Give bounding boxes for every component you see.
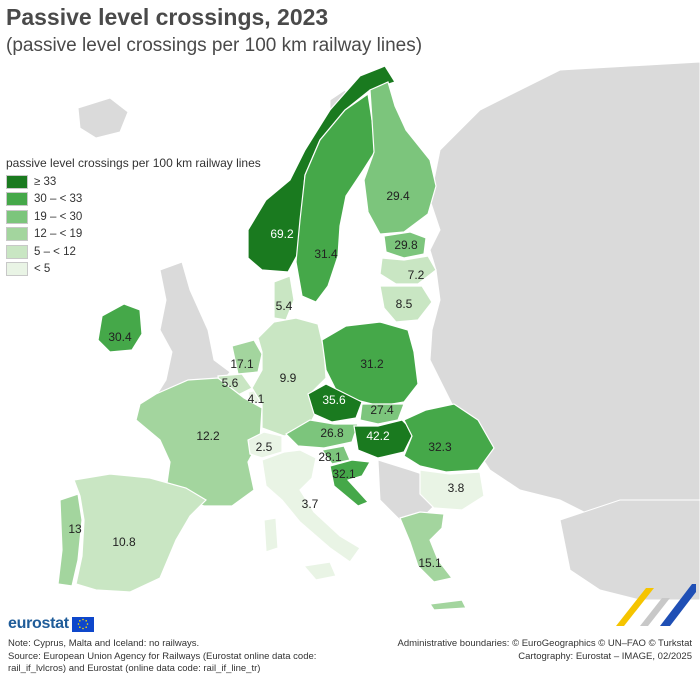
value-label-finland: 29.4 xyxy=(386,189,410,203)
footer-note: Note: Cyprus, Malta and Iceland: no rail… xyxy=(8,638,200,649)
map-title: Passive level crossings, 2023 xyxy=(6,4,329,30)
value-label-germany: 9.9 xyxy=(280,371,297,385)
legend-label: 5 – < 12 xyxy=(34,245,76,258)
value-label-romania: 32.3 xyxy=(428,440,452,454)
value-label-denmark: 5.4 xyxy=(276,299,293,313)
region-sardinia xyxy=(263,517,279,553)
value-label-ireland: 30.4 xyxy=(108,330,132,344)
value-label-sweden: 31.4 xyxy=(314,247,338,261)
region-ireland xyxy=(97,303,143,353)
value-label-lithuania: 8.5 xyxy=(396,297,413,311)
legend-swatch xyxy=(6,262,28,277)
value-label-slovakia: 27.4 xyxy=(370,403,394,417)
legend-swatch xyxy=(6,227,28,242)
map-legend: passive level crossings per 100 km railw… xyxy=(6,156,261,278)
legend-swatch xyxy=(6,209,28,224)
legend-label: < 5 xyxy=(34,263,51,276)
region-poland xyxy=(321,321,419,407)
value-label-portugal: 13 xyxy=(68,522,82,536)
region-sweden xyxy=(295,92,377,303)
region-portugal xyxy=(57,493,83,587)
value-label-slovenia: 28.1 xyxy=(318,450,342,464)
value-label-switzerland: 2.5 xyxy=(256,440,273,454)
europe-choropleth-map: 69.2 31.4 29.4 29.8 7.2 8.5 5.4 30.4 17.1 5.6 4.1 9… xyxy=(0,62,700,642)
eurostat-logo: eurostat xyxy=(8,615,94,633)
footer-source: Source: European Union Agency for Railwa… xyxy=(8,650,317,675)
value-label-italy: 3.7 xyxy=(302,497,319,511)
region-france xyxy=(135,377,263,507)
legend-row: 5 – < 12 xyxy=(6,243,261,261)
legend-label: 30 – < 33 xyxy=(34,193,83,206)
eu-countries xyxy=(57,65,495,611)
value-label-luxembourg: 4.1 xyxy=(248,392,265,406)
region-estonia xyxy=(383,231,427,259)
region-latvia xyxy=(379,255,437,285)
region-switzerland xyxy=(247,431,283,459)
eu-flag-icon xyxy=(71,616,94,632)
map-value-labels: 69.2 31.4 29.4 29.8 7.2 8.5 5.4 30.4 17.1 5.6 4.1 9… xyxy=(68,189,464,570)
value-label-austria: 26.8 xyxy=(320,426,344,440)
logo-text: eurostat xyxy=(8,615,69,632)
legend-label: ≥ 33 xyxy=(34,175,57,188)
region-greece xyxy=(399,511,454,583)
region-netherlands xyxy=(231,339,263,375)
legend-row: < 5 xyxy=(6,261,261,279)
region-bulgaria xyxy=(419,469,485,511)
region-lithuania xyxy=(379,285,433,323)
legend-label: 12 – < 19 xyxy=(34,228,83,241)
value-label-netherlands: 17.1 xyxy=(230,357,254,371)
region-norway xyxy=(247,65,396,273)
region-romania xyxy=(403,403,495,473)
legend-swatch xyxy=(6,192,28,207)
region-italy xyxy=(261,449,361,563)
footer-credits: Administrative boundaries: © EuroGeograp… xyxy=(397,638,692,663)
legend-row: ≥ 33 xyxy=(6,173,261,191)
value-label-poland: 31.2 xyxy=(360,357,384,371)
legend-swatch xyxy=(6,244,28,259)
legend-title: passive level crossings per 100 km railw… xyxy=(6,156,261,170)
region-denmark xyxy=(273,275,295,321)
value-label-croatia: 32.1 xyxy=(332,467,356,481)
eurostat-brand-mark-icon xyxy=(616,584,696,626)
legend-row: 30 – < 33 xyxy=(6,191,261,209)
legend-row: 19 – < 30 xyxy=(6,208,261,226)
value-label-estonia: 29.8 xyxy=(394,238,418,252)
value-label-hungary: 42.2 xyxy=(366,429,390,443)
legend-swatch xyxy=(6,174,28,189)
region-sicily xyxy=(302,561,337,581)
value-label-belgium: 5.6 xyxy=(222,376,239,390)
value-label-norway: 69.2 xyxy=(270,227,294,241)
region-czechia xyxy=(307,383,363,423)
map-subtitle: (passive level crossings per 100 km rail… xyxy=(6,35,423,56)
value-label-spain: 10.8 xyxy=(112,535,136,549)
region-croatia xyxy=(329,459,371,507)
footer-notes: Note: Cyprus, Malta and Iceland: no rail… xyxy=(8,638,338,676)
value-label-bulgaria: 3.8 xyxy=(448,481,465,495)
region-finland xyxy=(363,81,437,235)
legend-label: 19 – < 30 xyxy=(34,210,83,223)
value-label-france: 12.2 xyxy=(196,429,220,443)
legend-row: 12 – < 19 xyxy=(6,226,261,244)
value-label-czechia: 35.6 xyxy=(322,393,346,407)
footer-cartography: Cartography: Eurostat – IMAGE, 02/2025 xyxy=(518,650,692,662)
region-crete xyxy=(428,599,467,611)
value-label-latvia: 7.2 xyxy=(408,268,425,282)
region-spain xyxy=(73,473,207,593)
value-label-greece: 15.1 xyxy=(418,556,442,570)
region-slovakia xyxy=(359,403,405,425)
footer-boundaries: Administrative boundaries: © EuroGeograp… xyxy=(397,638,692,649)
